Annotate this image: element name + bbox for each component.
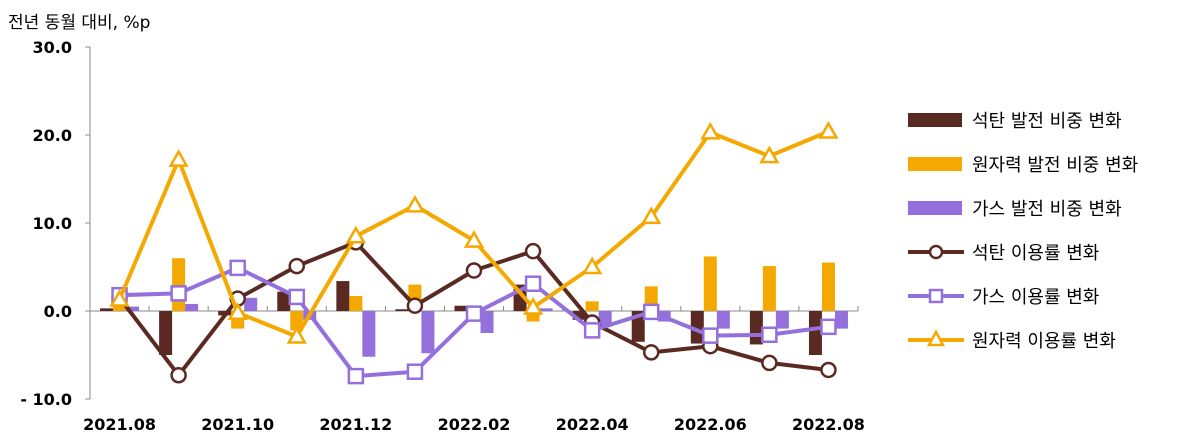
point-nuclear-utilization — [286, 326, 307, 344]
point-nuclear-utilization — [818, 120, 839, 139]
legend-item: 석탄 발전 비중 변화 — [908, 98, 1138, 142]
legend-item: 원자력 이용률 변화 — [908, 318, 1138, 362]
bar-nuclear-share — [762, 266, 776, 311]
point-gas-utilization — [347, 367, 365, 385]
x-tick-label: 2022.04 — [556, 415, 629, 434]
point-gas-utilization — [288, 288, 306, 306]
point-nuclear-utilization — [641, 206, 662, 225]
legend-item: 가스 발전 비중 변화 — [908, 186, 1138, 230]
bar-coal-share — [159, 311, 173, 355]
bar-gas-share — [421, 311, 435, 354]
point-gas-utilization — [642, 303, 660, 321]
bar-nuclear-share — [821, 262, 835, 311]
point-nuclear-utilization — [581, 256, 603, 275]
point-nuclear-utilization — [227, 302, 248, 321]
point-coal-utilization — [820, 361, 837, 379]
legend-label: 석탄 발전 비중 변화 — [972, 111, 1122, 132]
y-tick-label: 20.0 — [33, 126, 72, 145]
bar-nuclear-share — [526, 311, 540, 322]
bar-gas-share — [775, 311, 789, 329]
bar-coal-share — [336, 281, 350, 311]
bar-gas-share — [185, 303, 199, 311]
point-coal-utilization — [524, 242, 542, 260]
point-gas-utilization — [583, 322, 601, 339]
y-tick-label: 30.0 — [33, 38, 72, 57]
bar-gas-share — [362, 311, 376, 357]
point-nuclear-utilization — [700, 121, 721, 140]
y-tick-label: 10.0 — [33, 214, 72, 233]
legend-label: 가스 이용률 변화 — [972, 287, 1100, 308]
bar-gas-share — [126, 306, 140, 311]
point-nuclear-utilization — [759, 145, 780, 164]
bar-gas-share — [244, 297, 258, 311]
legend-swatch — [908, 157, 962, 171]
bar-coal-share — [100, 308, 114, 311]
point-nuclear-utilization — [463, 230, 485, 248]
point-nuclear-utilization — [522, 296, 544, 315]
x-tick-label: 2022.08 — [792, 415, 865, 434]
bar-nuclear-share — [585, 301, 599, 311]
x-tick-label: 2021.12 — [319, 415, 392, 434]
point-gas-utilization — [524, 275, 542, 292]
legend-swatch — [908, 244, 964, 260]
legend-swatch — [908, 113, 962, 127]
x-tick-label: 2021.10 — [201, 415, 274, 434]
bar-nuclear-share — [349, 296, 363, 311]
bar-coal-share — [395, 309, 409, 311]
point-coal-utilization — [642, 344, 660, 361]
bar-gas-share — [598, 311, 612, 327]
point-coal-utilization — [170, 366, 187, 384]
point-nuclear-utilization — [345, 225, 367, 244]
legend-label: 석탄 이용률 변화 — [972, 243, 1100, 264]
legend-label: 원자력 이용률 변화 — [972, 331, 1116, 352]
bar-coal-share — [572, 311, 586, 320]
point-gas-utilization — [229, 259, 246, 277]
point-coal-utilization — [406, 297, 424, 314]
point-coal-utilization — [761, 354, 778, 372]
bar-gas-share — [480, 311, 494, 333]
bar-coal-share — [808, 311, 822, 355]
legend-label: 원자력 발전 비중 변화 — [972, 155, 1139, 176]
point-gas-utilization — [406, 363, 424, 380]
y-axis-unit-label: 전년 동월 대비, %p — [8, 13, 151, 33]
bar-coal-share — [454, 305, 468, 311]
legend-item: 가스 이용률 변화 — [908, 274, 1138, 318]
x-tick-label: 2021.08 — [83, 415, 156, 434]
point-gas-utilization — [702, 327, 719, 344]
legend-label: 가스 발전 비중 변화 — [972, 199, 1122, 220]
bar-gas-share — [716, 311, 730, 329]
legend-item: 원자력 발전 비중 변화 — [908, 142, 1138, 186]
point-gas-utilization — [761, 326, 778, 344]
x-tick-label: 2022.02 — [438, 415, 511, 434]
x-tick-label: 2022.06 — [674, 415, 747, 434]
bar-gas-share — [834, 311, 848, 329]
point-nuclear-utilization — [168, 149, 189, 167]
point-coal-utilization — [465, 262, 483, 279]
y-tick-label: 0.0 — [44, 302, 72, 321]
y-tick-label: - 10.0 — [20, 390, 72, 409]
point-nuclear-utilization — [109, 289, 130, 307]
legend-swatch — [908, 288, 964, 304]
point-coal-utilization — [288, 257, 306, 275]
point-nuclear-utilization — [404, 194, 426, 213]
bar-nuclear-share — [703, 256, 717, 311]
legend-swatch — [908, 329, 964, 347]
point-gas-utilization — [170, 285, 187, 302]
point-gas-utilization — [465, 305, 483, 322]
bar-nuclear-share — [172, 258, 186, 311]
bar-coal-share — [749, 311, 763, 345]
point-gas-utilization — [820, 318, 837, 336]
bar-nuclear-share — [290, 311, 304, 331]
bar-coal-share — [690, 311, 704, 344]
legend-swatch — [908, 201, 962, 215]
legend-item: 석탄 이용률 변화 — [908, 230, 1138, 274]
bar-gas-share — [539, 308, 553, 311]
bar-coal-share — [277, 291, 291, 311]
